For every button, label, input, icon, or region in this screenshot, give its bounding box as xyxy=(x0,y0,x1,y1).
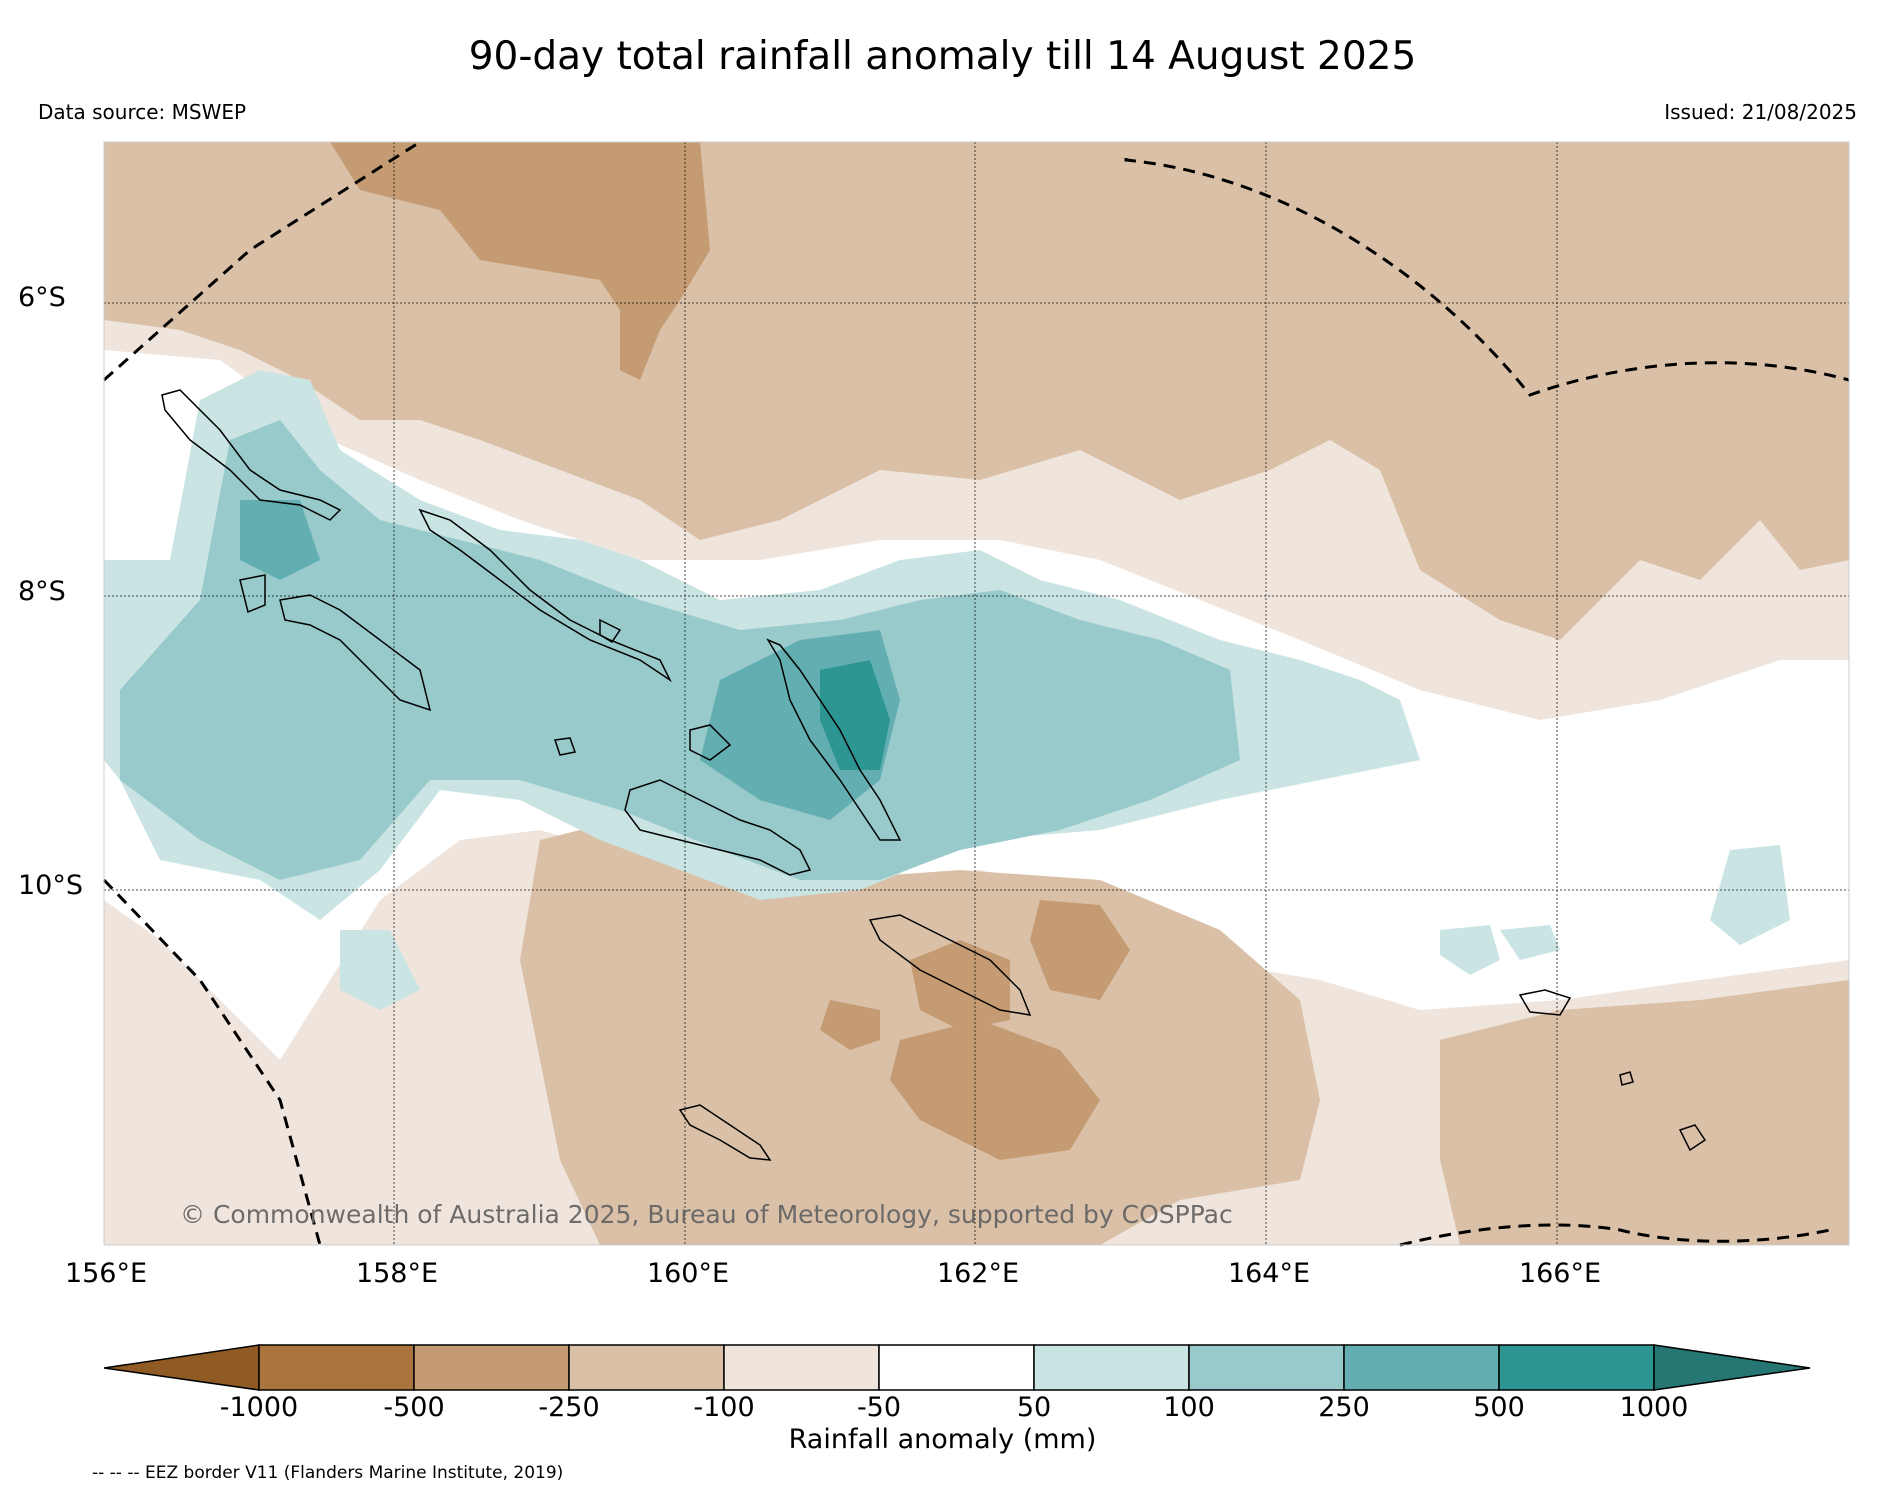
colorbar-tick: 500 xyxy=(1473,1392,1525,1423)
colorbar-bin-4 xyxy=(723,1344,880,1391)
wet-core-2 xyxy=(240,500,320,580)
lon-label-164e: 164°E xyxy=(1227,1258,1311,1289)
colorbar-tick: 1000 xyxy=(1619,1392,1689,1423)
colorbar-bin-5 xyxy=(878,1344,1035,1391)
wet-patch-east-2 xyxy=(1500,925,1560,960)
data-source-label: Data source: MSWEP xyxy=(38,100,247,124)
wet-patch-east-1 xyxy=(1440,925,1500,975)
lon-label-156e: 156°E xyxy=(64,1258,148,1289)
graticule xyxy=(104,142,1849,1245)
lon-label-162e: 162°E xyxy=(936,1258,1020,1289)
dry-patch-south-4 xyxy=(820,1000,880,1050)
map-title: 90-day total rainfall anomaly till 14 Au… xyxy=(468,34,1417,79)
colorbar-tick: 250 xyxy=(1318,1392,1370,1423)
lat-label-6s: 6°S xyxy=(18,282,66,313)
colorbar-bin-8 xyxy=(1343,1344,1500,1391)
colorbar-title: Rainfall anomaly (mm) xyxy=(788,1424,1097,1455)
colorbar-bin-7 xyxy=(1188,1344,1345,1391)
colorbar-tick: -50 xyxy=(856,1392,902,1423)
dry-band-southeast xyxy=(1440,980,1849,1245)
colorbar xyxy=(103,1344,1811,1391)
colorbar-extend-low xyxy=(103,1344,260,1391)
anomaly-field xyxy=(104,142,1849,1245)
colorbar-extend-high xyxy=(1653,1344,1811,1391)
colorbar-tick: -1000 xyxy=(219,1392,299,1423)
coastlines xyxy=(161,389,1707,1161)
dry-patch-north-1 xyxy=(330,142,710,380)
colorbar-bin-9 xyxy=(1498,1344,1655,1391)
colorbar-bin-2 xyxy=(413,1344,570,1391)
dry-patch-south-3 xyxy=(1030,900,1130,1000)
dry-patch-south-1 xyxy=(890,1020,1100,1160)
lat-label-8s: 8°S xyxy=(18,576,66,607)
wet-patch-south-west xyxy=(340,930,420,1010)
colorbar-tick: -250 xyxy=(538,1392,600,1423)
colorbar-bin-6 xyxy=(1033,1344,1190,1391)
colorbar-bin-1 xyxy=(258,1344,415,1391)
lat-label-10s: 10°S xyxy=(18,870,83,901)
wet-band-mid xyxy=(120,420,1240,880)
colorbar-tick: -100 xyxy=(693,1392,755,1423)
wet-max xyxy=(820,660,890,770)
eez-footnote: -- -- -- EEZ border V11 (Flanders Marine… xyxy=(92,1463,564,1483)
lon-label-158e: 158°E xyxy=(355,1258,439,1289)
dry-patch-south-2 xyxy=(910,940,1010,1030)
colorbar-tick: -500 xyxy=(383,1392,445,1423)
lon-label-166e: 166°E xyxy=(1518,1258,1602,1289)
wet-patch-east-3 xyxy=(1710,845,1790,945)
colorbar-tick: 100 xyxy=(1163,1392,1215,1423)
eez-borders xyxy=(102,140,1850,1247)
lon-label-160e: 160°E xyxy=(646,1258,730,1289)
colorbar-bin-3 xyxy=(568,1344,725,1391)
colorbar-tick: 50 xyxy=(1016,1392,1052,1423)
copyright-notice: © Commonwealth of Australia 2025, Bureau… xyxy=(180,1200,1233,1229)
issued-date-label: Issued: 21/08/2025 xyxy=(1664,100,1857,124)
dry-band-south xyxy=(520,820,1320,1245)
map-frame xyxy=(103,141,1850,1246)
